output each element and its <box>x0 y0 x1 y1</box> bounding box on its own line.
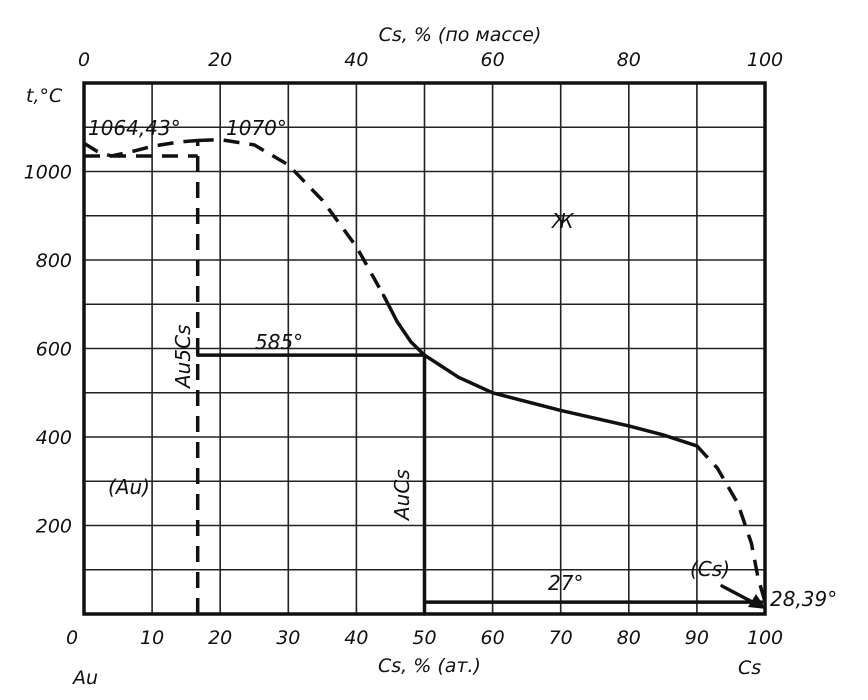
annotation-liquid: Ж <box>550 209 575 233</box>
x-tick-label-top: 100 <box>747 49 783 71</box>
y-tick-label: 600 <box>36 339 72 361</box>
x-tick-label: 60 <box>481 627 505 649</box>
x-tick-label-top: 20 <box>208 49 232 71</box>
x-tick-label: 50 <box>412 627 436 649</box>
x-tick-label: 10 <box>140 627 164 649</box>
x-tick-labels: 0 10 20 30 40 50 60 70 80 90 100 <box>66 627 783 649</box>
x-tick-label-top: 80 <box>617 49 641 71</box>
x-axis-label-top: Cs, % (по массе) <box>379 24 542 46</box>
annotation-cs-melt: 28,39° <box>770 587 837 611</box>
x-tick-label: 80 <box>617 627 641 649</box>
annotation-aucs-phase: AuCs <box>390 469 414 522</box>
left-element-label: Au <box>71 667 98 689</box>
plot-frame <box>82 81 767 616</box>
x-axis-label: Cs, % (ат.) <box>378 655 481 677</box>
series-line-4 <box>695 444 767 603</box>
right-element-label: Cs <box>738 657 761 679</box>
x-tick-label: 0 <box>66 627 78 649</box>
y-tick-label: 400 <box>36 427 72 449</box>
y-tick-label: 200 <box>36 516 72 538</box>
arrow <box>720 584 766 609</box>
annotation-au5cs-melt: 1070° <box>226 116 287 140</box>
y-axis-label: t,°C <box>26 85 63 107</box>
x-tick-label: 20 <box>208 627 232 649</box>
arrow-head <box>748 594 766 609</box>
x-tick-labels-top: 0 20 40 60 80 100 <box>78 49 783 71</box>
annotation-peritectic: 585° <box>255 330 303 354</box>
annotation-au-melt: 1064,43° <box>88 116 181 140</box>
x-tick-label: 30 <box>276 627 300 649</box>
annotation-eutectic: 27° <box>548 571 583 595</box>
x-tick-label-top: 0 <box>78 49 90 71</box>
x-tick-label: 100 <box>747 627 783 649</box>
x-tick-label-top: 60 <box>481 49 505 71</box>
annotation-cs-phase: (Cs) <box>690 557 730 581</box>
x-tick-label: 70 <box>549 627 573 649</box>
x-tick-label: 90 <box>685 627 709 649</box>
annotation-au-phase: (Au) <box>108 475 150 499</box>
x-tick-label-top: 40 <box>344 49 368 71</box>
y-tick-label: 800 <box>36 250 72 272</box>
annotation-au5cs-phase: Au5Cs <box>171 325 195 390</box>
x-tick-label: 40 <box>344 627 368 649</box>
curves <box>83 137 767 616</box>
series-line-3 <box>381 293 699 448</box>
y-tick-label: 1000 <box>24 162 72 184</box>
y-tick-labels: 200 400 600 800 1000 <box>24 162 72 538</box>
series-line-1 <box>83 138 198 158</box>
